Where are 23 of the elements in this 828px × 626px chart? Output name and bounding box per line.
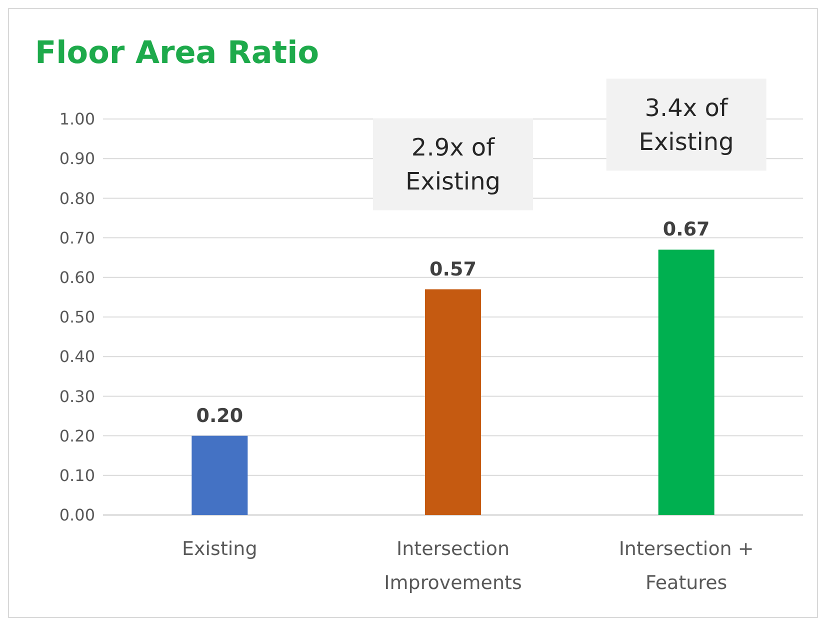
bar	[192, 436, 248, 515]
y-tick-label: 0.40	[59, 347, 95, 366]
annotation: 2.9x of Existing	[405, 134, 501, 196]
bar	[658, 250, 714, 515]
y-tick-label: 0.60	[59, 268, 95, 287]
data-label: 0.67	[662, 218, 710, 241]
y-tick-label: 0.20	[59, 426, 95, 446]
y-tick-label: 0.30	[59, 386, 95, 406]
annotation: 3.4x of Existing	[638, 94, 734, 156]
x-tick-label: Intersection + Features	[618, 538, 754, 594]
y-tick-label: 0.00	[59, 506, 95, 525]
y-tick-label: 0.70	[59, 228, 95, 248]
bar	[425, 289, 481, 515]
x-tick-label: Intersection Improvements	[384, 538, 522, 594]
chart-title: Floor Area Ratio	[35, 35, 320, 71]
y-tick-label: 0.80	[59, 188, 95, 208]
y-tick-label: 0.90	[59, 149, 95, 168]
data-label: 0.20	[196, 404, 244, 427]
y-tick-label: 1.00	[59, 110, 95, 129]
data-label: 0.57	[430, 258, 476, 280]
x-tick-label: Existing	[182, 538, 258, 560]
y-tick-label: 0.10	[59, 466, 95, 485]
y-tick-label: 0.50	[59, 308, 95, 327]
